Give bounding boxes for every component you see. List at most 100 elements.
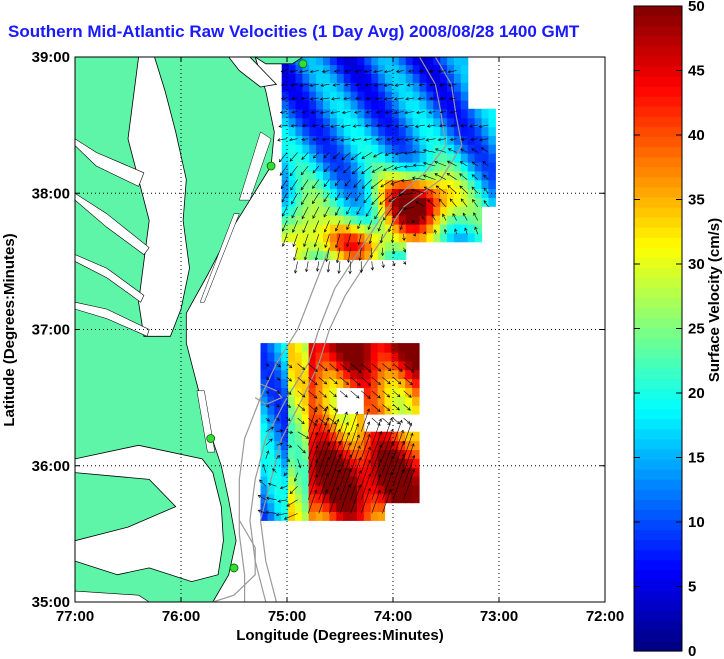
velocity-cell bbox=[405, 108, 414, 119]
colorbar-step bbox=[634, 449, 682, 461]
velocity-cell bbox=[281, 108, 290, 119]
velocity-arrow bbox=[315, 261, 320, 272]
velocity-cell bbox=[322, 440, 330, 450]
velocity-arrow bbox=[438, 198, 447, 208]
velocity-cell bbox=[447, 179, 455, 190]
velocity-arrow bbox=[292, 220, 298, 233]
velocity-cell bbox=[419, 64, 427, 74]
velocity-cell bbox=[295, 206, 303, 216]
velocity-cell bbox=[302, 179, 310, 190]
velocity-cell bbox=[467, 108, 476, 119]
velocity-cell bbox=[294, 467, 303, 477]
velocity-cell bbox=[357, 223, 365, 234]
velocity-cell bbox=[350, 449, 358, 459]
velocity-cell bbox=[357, 476, 365, 486]
velocity-cell bbox=[405, 117, 414, 128]
velocity-cell bbox=[294, 352, 303, 362]
velocity-cell bbox=[405, 458, 413, 468]
velocity-cell bbox=[385, 64, 393, 74]
velocity-cell bbox=[412, 396, 420, 406]
velocity-cell bbox=[260, 369, 268, 380]
velocity-cell bbox=[419, 135, 427, 145]
velocity-cell bbox=[267, 352, 275, 362]
colorbar-step bbox=[634, 388, 682, 400]
velocity-cell bbox=[281, 440, 289, 450]
velocity-cell bbox=[281, 144, 290, 154]
velocity-cell bbox=[288, 387, 296, 397]
velocity-arrow bbox=[281, 220, 288, 232]
velocity-arrow bbox=[290, 124, 298, 128]
velocity-cell bbox=[412, 223, 421, 234]
velocity-cell bbox=[323, 126, 331, 136]
velocity-cell bbox=[288, 343, 296, 353]
velocity-cell bbox=[302, 144, 310, 154]
velocity-arrow bbox=[339, 376, 350, 386]
velocity-cell bbox=[357, 153, 365, 163]
velocity-cell bbox=[343, 179, 352, 190]
velocity-arrow bbox=[392, 261, 396, 267]
velocity-arrow bbox=[323, 193, 330, 203]
velocity-arrow bbox=[350, 484, 362, 514]
velocity-cell bbox=[329, 378, 337, 389]
velocity-cell bbox=[329, 414, 337, 424]
velocity-cell bbox=[329, 64, 338, 74]
velocity-arrow bbox=[350, 411, 359, 432]
velocity-cell bbox=[364, 206, 372, 216]
colorbar-step bbox=[634, 328, 682, 340]
x-axis-title: Longitude (Degrees:Minutes) bbox=[236, 627, 444, 644]
velocity-cell bbox=[371, 161, 379, 172]
velocity-cell bbox=[398, 343, 406, 353]
velocity-arrow bbox=[360, 487, 371, 514]
velocity-cell bbox=[336, 369, 344, 380]
velocity-cell bbox=[426, 179, 434, 190]
velocity-cell bbox=[440, 153, 448, 163]
velocity-cell bbox=[363, 387, 372, 397]
velocity-cell bbox=[371, 82, 379, 92]
velocity-cell bbox=[412, 360, 420, 371]
velocity-cell bbox=[322, 343, 330, 353]
velocity-cell bbox=[315, 511, 324, 521]
velocity-cell bbox=[274, 467, 282, 477]
velocity-cell bbox=[350, 153, 359, 163]
velocity-cell bbox=[336, 161, 345, 172]
velocity-cell bbox=[274, 352, 282, 362]
velocity-cell bbox=[419, 117, 427, 128]
velocity-cell bbox=[405, 153, 414, 163]
colorbar-step bbox=[634, 187, 682, 199]
velocity-cell bbox=[301, 360, 310, 371]
velocity-cell bbox=[281, 82, 290, 92]
velocity-cell bbox=[426, 170, 434, 181]
velocity-cell bbox=[288, 458, 296, 468]
velocity-cell bbox=[405, 493, 413, 504]
velocity-arrow bbox=[337, 261, 341, 274]
velocity-cell bbox=[260, 449, 268, 459]
velocity-cell bbox=[426, 188, 434, 198]
velocity-arrow bbox=[332, 83, 341, 87]
velocity-cell bbox=[350, 476, 358, 486]
velocity-cell bbox=[460, 179, 469, 190]
velocity-arrow bbox=[280, 96, 288, 101]
velocity-cell bbox=[281, 493, 289, 504]
velocity-cell bbox=[295, 153, 303, 163]
velocity-cell bbox=[398, 144, 407, 154]
velocity-arrow bbox=[319, 97, 330, 101]
velocity-arrow bbox=[471, 148, 478, 153]
velocity-arrow bbox=[412, 150, 425, 154]
velocity-cell bbox=[281, 117, 290, 128]
velocity-cell bbox=[474, 179, 483, 190]
velocity-cell bbox=[384, 458, 392, 468]
velocity-arrow bbox=[422, 148, 436, 153]
velocity-cell bbox=[440, 99, 448, 110]
velocity-arrow bbox=[434, 160, 447, 167]
velocity-cell bbox=[433, 99, 441, 110]
velocity-arrow bbox=[382, 471, 393, 500]
colorbar-step bbox=[634, 6, 682, 17]
velocity-arrow bbox=[449, 198, 457, 208]
velocity-arrow bbox=[318, 417, 330, 446]
x-tick-label: 72:00 bbox=[586, 608, 624, 625]
velocity-cell bbox=[391, 99, 400, 110]
velocity-cell bbox=[294, 387, 303, 397]
velocity-cell bbox=[336, 64, 345, 74]
velocity-cell bbox=[384, 484, 392, 495]
velocity-cell bbox=[453, 161, 462, 172]
